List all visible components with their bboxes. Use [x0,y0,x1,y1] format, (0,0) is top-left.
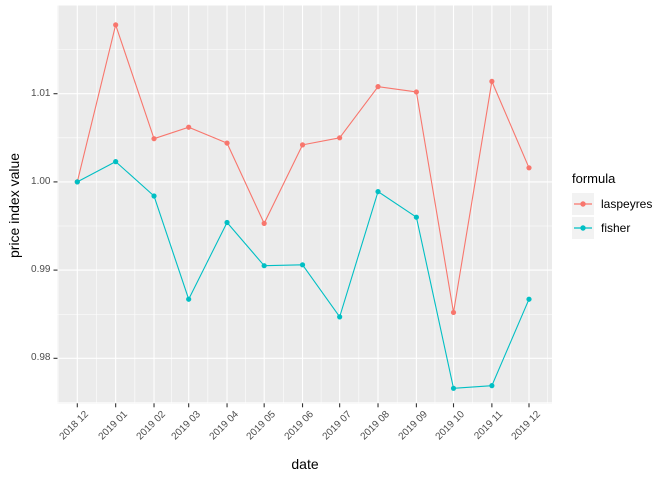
data-point-fisher [151,193,157,199]
data-point-laspeyres [337,135,343,141]
y-axis-title: price index value [6,152,22,258]
legend-item-fisher: fisher [572,216,652,239]
legend: formula laspeyres fisher [572,171,652,240]
legend-label-fisher: fisher [601,220,631,235]
data-point-fisher [489,383,495,389]
data-point-fisher [413,214,419,220]
y-tick-label: 1.01 [31,87,51,99]
y-tick-label: 0.99 [31,264,51,276]
y-tick-label: 1.00 [31,175,51,187]
data-point-fisher [526,296,532,302]
data-point-fisher [113,159,119,165]
legend-label-laspeyres: laspeyres [601,197,653,211]
data-point-fisher [299,262,306,268]
data-point-fisher [224,219,230,226]
data-point-fisher [186,296,192,302]
data-point-laspeyres [151,136,157,142]
data-point-laspeyres [113,22,119,28]
data-point-laspeyres [299,142,306,148]
data-point-laspeyres [224,140,230,146]
data-point-laspeyres [450,309,457,316]
data-point-laspeyres [413,89,419,95]
data-point-laspeyres [526,165,532,171]
y-tick-label: 0.98 [31,352,51,364]
data-point-fisher [337,314,343,320]
legend-key-laspeyres-icon [572,193,594,215]
panel-background [57,5,552,404]
data-point-laspeyres [375,84,381,90]
data-point-fisher [74,179,80,185]
data-point-laspeyres [186,124,192,130]
legend-item-laspeyres: laspeyres [572,193,652,215]
x-axis-title: date [291,456,319,472]
data-point-fisher [450,385,457,391]
data-point-laspeyres [261,220,267,226]
data-point-fisher [375,189,381,195]
data-point-laspeyres [489,78,495,84]
data-point-fisher [261,263,267,269]
legend-key-fisher-icon [572,216,594,239]
legend-title: formula [572,171,616,186]
